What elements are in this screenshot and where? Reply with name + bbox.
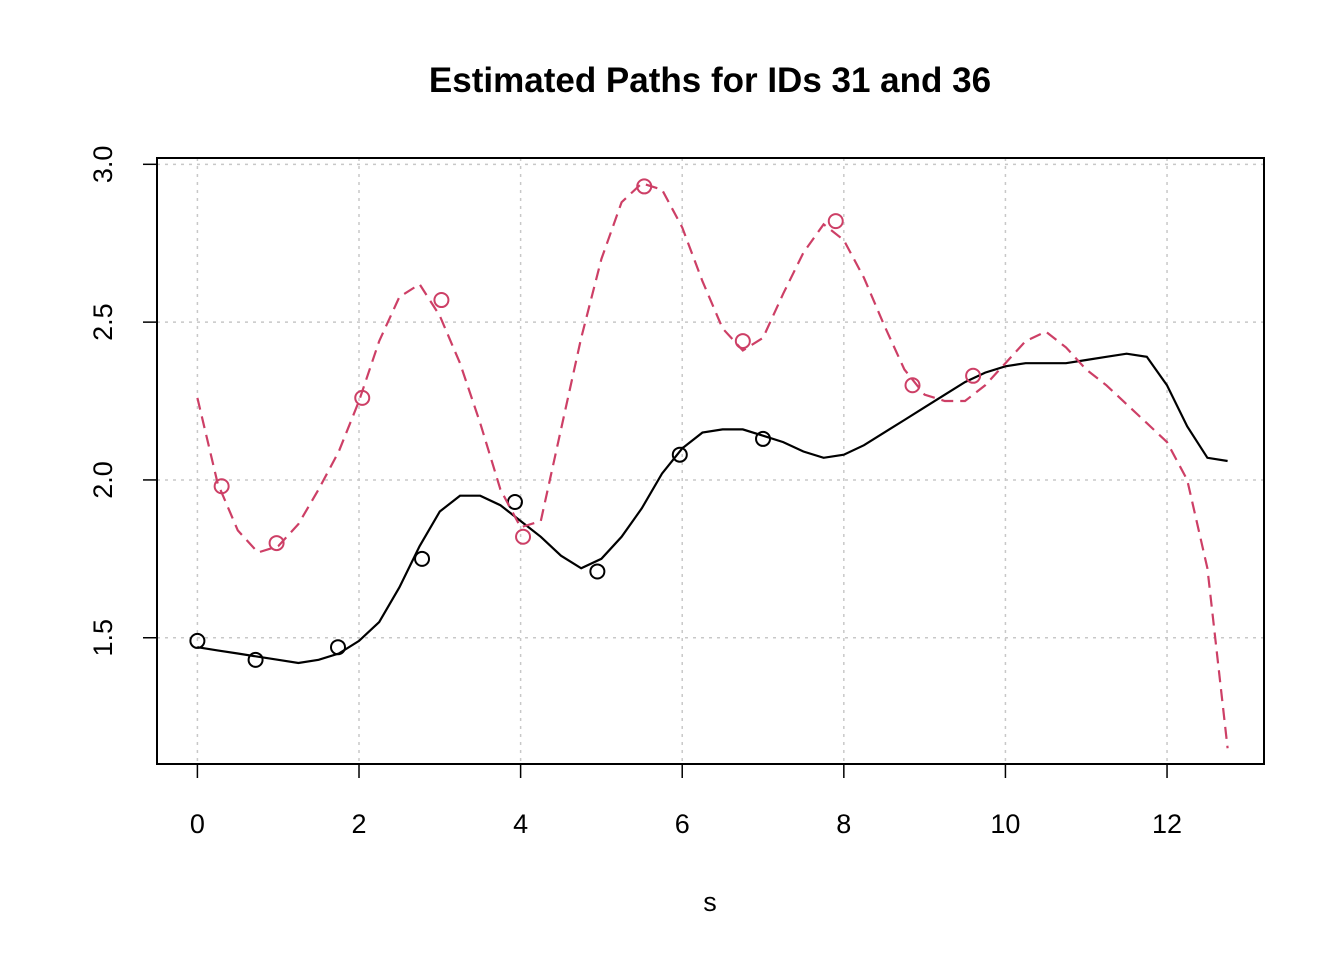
series-layer [189,178,1229,749]
series-1-point [189,632,206,649]
x-tick-label: 10 [990,809,1020,839]
series-2-point [354,389,371,406]
series-1-point [506,494,523,511]
x-tick-label: 2 [351,809,366,839]
x-tick-label: 6 [675,809,690,839]
x-tick-label: 0 [190,809,205,839]
series-2-point [636,178,653,195]
series-2-point [827,213,844,230]
series-1-point [589,563,606,580]
series-2-point [268,535,285,552]
series-1-point [329,639,346,656]
y-tick-label: 3.0 [88,146,118,184]
series-1-point [414,550,431,567]
y-tick-label: 1.5 [88,619,118,657]
series-1-point [755,430,772,447]
x-tick-label: 12 [1152,809,1182,839]
y-tick-label: 2.5 [88,303,118,341]
series-1-point [671,446,688,463]
series-1-point [247,651,264,668]
x-tick-label: 8 [836,809,851,839]
chart-title: Estimated Paths for IDs 31 and 36 [429,61,991,100]
y-tick-label: 2.0 [88,461,118,499]
series-2-point [433,292,450,309]
series-2-point [515,528,532,545]
series-line-1 [197,352,1228,665]
x-axis-label: s [703,887,717,917]
grid [157,158,1264,764]
x-tick-label: 4 [513,809,528,839]
axes: 0 2 4 6 8 10 12 1.5 2.0 2.5 3.0 [88,146,1182,839]
series-2-point [734,333,751,350]
series-line-2 [196,182,1229,749]
series-2-point [904,377,921,394]
series-2-point [213,478,230,495]
plot-frame [156,157,1265,765]
series-2-point [965,367,982,384]
